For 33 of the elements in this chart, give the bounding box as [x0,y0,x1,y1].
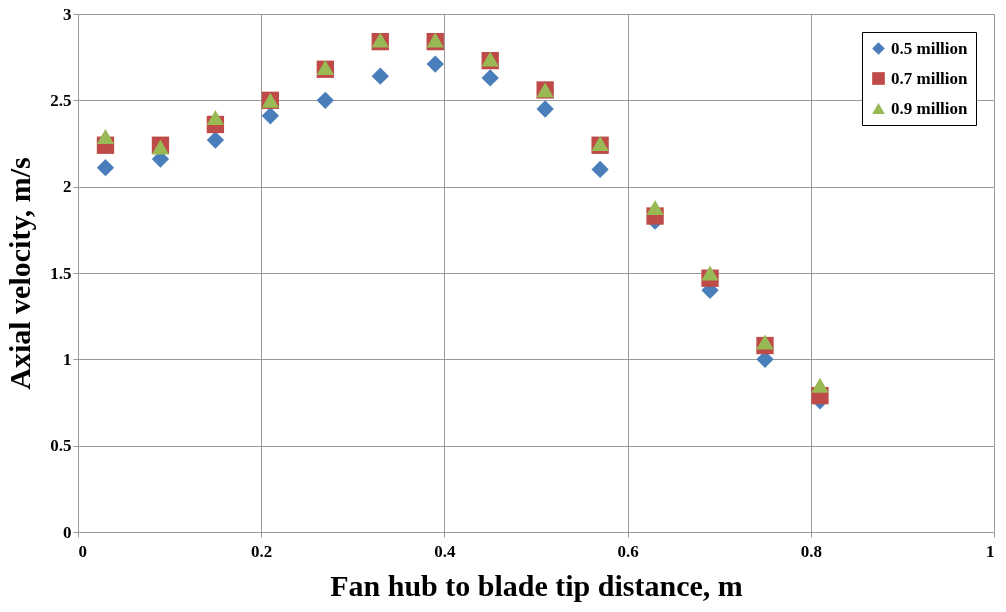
x-axis-title: Fan hub to blade tip distance, m [330,568,743,602]
x-tick-label: 0.2 [251,541,273,561]
y-tick-label: 2.5 [50,90,72,110]
point [811,377,829,393]
point [426,55,444,73]
y-tick-label: 0 [63,522,72,542]
point [646,199,664,215]
point [96,159,115,177]
x-tick-label: 0.8 [800,541,822,561]
point [261,107,280,125]
legend-label: 0.5 million [891,38,969,58]
x-tick-label: 0.6 [617,541,639,561]
point [371,67,389,85]
y-tick-label: 1 [63,349,72,369]
y-tick-label: 3 [63,4,72,24]
x-tick-label: 0.4 [434,541,457,561]
point [591,160,609,179]
legend-label: 0.7 million [891,68,969,88]
x-tick-label: 0 [78,541,87,561]
point [316,91,334,109]
y-tick-label: 2 [63,177,72,197]
y-axis-title: Axial velocity, m/s [3,157,37,390]
y-tick-label: 0.5 [50,436,72,456]
point [481,69,499,87]
point [756,334,774,350]
point [206,131,225,149]
x-tick-label: 1 [986,541,995,561]
y-tick-label: 1.5 [50,263,72,283]
point [206,110,225,126]
point [96,129,115,145]
legend-label: 0.9 million [891,98,969,118]
point [536,100,554,118]
point [701,265,719,281]
